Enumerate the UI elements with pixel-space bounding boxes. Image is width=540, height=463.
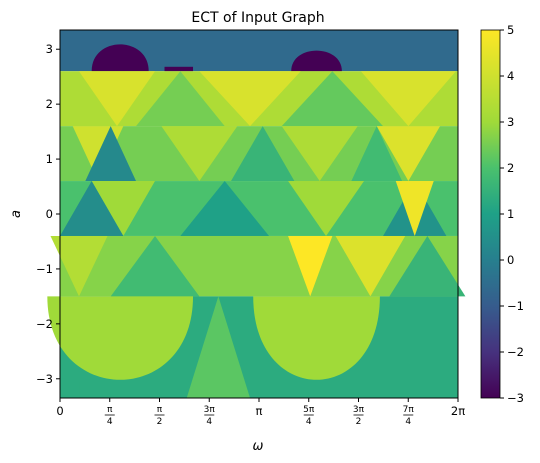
x-tick-den-2: 2: [157, 417, 163, 427]
colorbar-tick-label-7: −2: [507, 345, 524, 359]
x-tick-num-1: π: [107, 405, 113, 415]
heatmap-cells: [47, 30, 465, 398]
x-tick-num-2: π: [157, 405, 163, 415]
y-axis-label: a: [9, 210, 24, 218]
colorbar-tick-label-1: 4: [507, 69, 514, 83]
x-tick-den-6: 2: [356, 417, 362, 427]
x-tick-den-5: 4: [306, 417, 312, 427]
x-axis: 0 π 4 π 2 3π 4 π 5π 4 3π 2 7π 4 2π: [56, 398, 465, 427]
colorbar-ticks: 5 4 3 2 1 0 −1 −2 −3: [500, 23, 524, 405]
colorbar-tick-label-2: 3: [507, 115, 514, 129]
y-tick-label-5: −2: [36, 317, 53, 331]
chart-title: ECT of Input Graph: [191, 10, 324, 26]
x-tick-num-3: 3π: [204, 405, 216, 415]
x-tick-label-4: π: [256, 404, 263, 418]
colorbar-tick-label-8: −3: [507, 391, 524, 405]
x-tick-den-1: 4: [107, 417, 113, 427]
colorbar-tick-label-0: 5: [507, 23, 514, 37]
y-tick-label-1: 2: [46, 97, 53, 111]
colorbar: [481, 30, 500, 398]
x-tick-den-7: 4: [405, 417, 411, 427]
y-tick-label-4: −1: [36, 262, 53, 276]
y-tick-label-0: 3: [46, 42, 53, 56]
heat-patch-5-2: [79, 382, 161, 398]
colorbar-tick-label-6: −1: [507, 299, 524, 313]
y-tick-label-2: 1: [46, 152, 53, 166]
colorbar-tick-label-3: 2: [507, 161, 514, 175]
x-tick-num-6: 3π: [353, 405, 365, 415]
x-tick-label-0: 0: [56, 404, 63, 418]
x-tick-num-7: 7π: [403, 405, 415, 415]
colorbar-tick-label-5: 0: [507, 253, 514, 267]
x-axis-label: ω: [253, 439, 264, 454]
x-tick-den-3: 4: [206, 417, 212, 427]
x-tick-label-8: 2π: [451, 404, 465, 418]
y-tick-label-3: 0: [46, 207, 53, 221]
x-tick-num-5: 5π: [303, 405, 315, 415]
colorbar-tick-label-4: 1: [507, 207, 514, 221]
heat-patch-0-2: [165, 67, 194, 71]
y-tick-label-6: −3: [36, 372, 53, 386]
